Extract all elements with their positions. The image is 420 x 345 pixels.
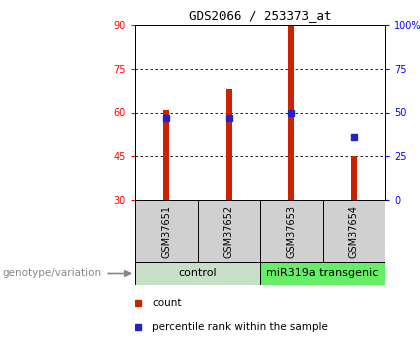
Bar (351, 156, 357, 200)
Bar (135, 262, 260, 285)
Text: GSM37653: GSM37653 (286, 205, 296, 257)
Text: genotype/variation: genotype/variation (2, 268, 101, 278)
Text: count: count (152, 298, 182, 308)
Title: GDS2066 / 253373_at: GDS2066 / 253373_at (189, 9, 331, 22)
Text: GSM37654: GSM37654 (349, 205, 359, 257)
Text: GSM37651: GSM37651 (161, 205, 171, 257)
Text: percentile rank within the sample: percentile rank within the sample (152, 322, 328, 332)
Text: GSM37652: GSM37652 (224, 205, 234, 258)
Text: miR319a transgenic: miR319a transgenic (266, 268, 379, 278)
Bar (260, 262, 385, 285)
Bar (226, 89, 231, 200)
Bar (289, 25, 294, 200)
Text: control: control (178, 268, 217, 278)
Bar (163, 110, 169, 200)
